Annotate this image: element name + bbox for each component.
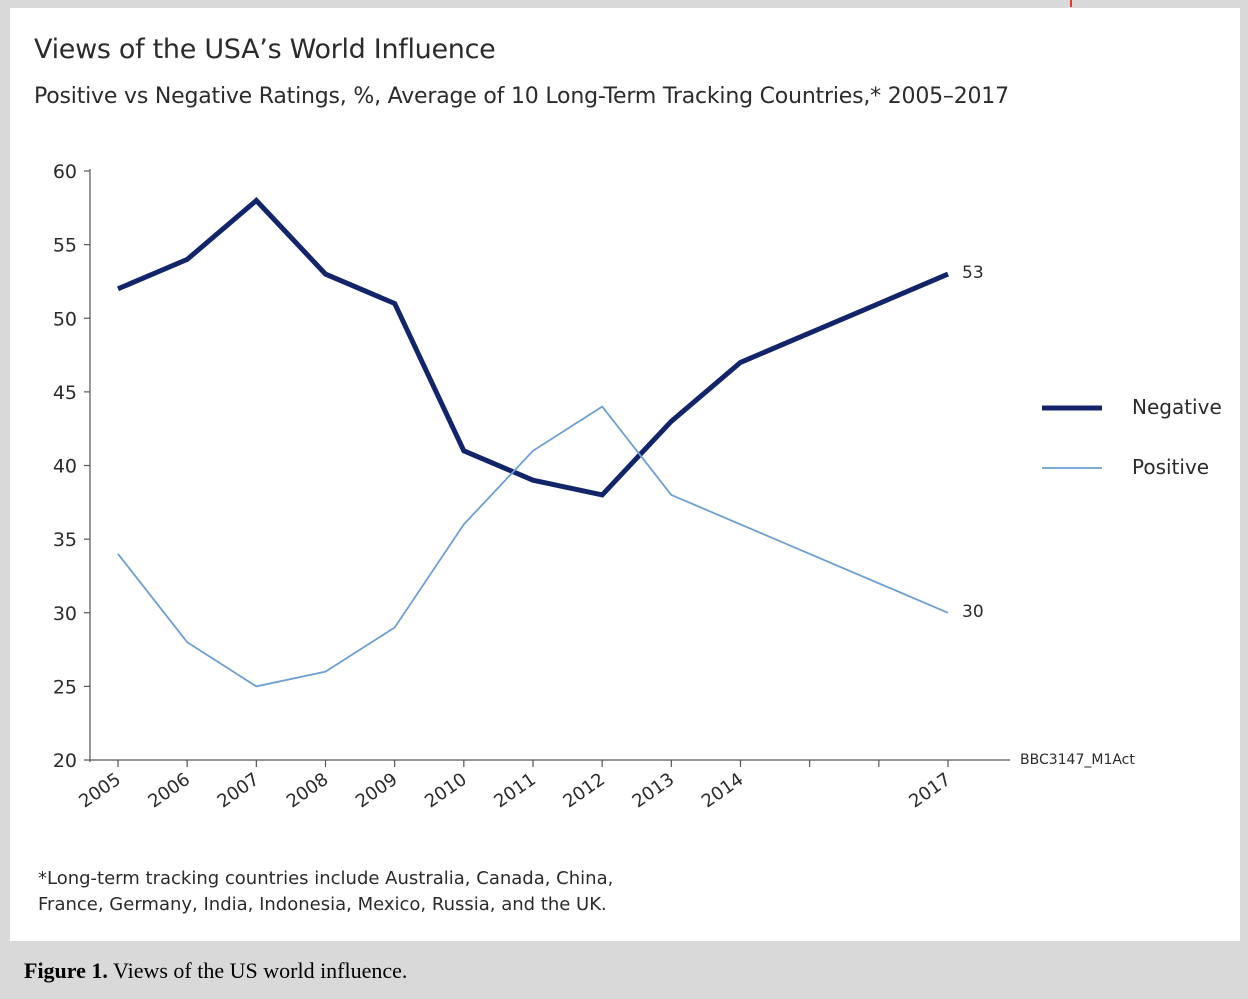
footnote-line-2: France, Germany, India, Indonesia, Mexic… bbox=[38, 894, 607, 915]
footnote: *Long-term tracking countries include Au… bbox=[38, 866, 798, 918]
y-tick-label: 60 bbox=[53, 161, 77, 183]
y-tick-label: 55 bbox=[53, 235, 77, 257]
legend: Negative Positive bbox=[1042, 395, 1222, 479]
x-tick-label: 2007 bbox=[214, 769, 264, 812]
x-tick-label: 2014 bbox=[698, 769, 748, 812]
source-code: BBC3147_M1Act bbox=[1020, 752, 1135, 768]
edge-marker bbox=[1070, 0, 1072, 7]
x-tick-label: 2010 bbox=[421, 769, 471, 812]
chart-subtitle: Positive vs Negative Ratings, %, Average… bbox=[34, 84, 1009, 109]
legend-negative-label: Negative bbox=[1132, 395, 1222, 419]
series-positive-line bbox=[117, 405, 949, 688]
y-tick-label: 45 bbox=[53, 382, 77, 404]
series-negative-end-label: 53 bbox=[962, 263, 984, 283]
series-positive-end-label: 30 bbox=[962, 602, 984, 622]
footnote-line-1: *Long-term tracking countries include Au… bbox=[38, 868, 614, 889]
series-lines: 53 30 bbox=[117, 197, 984, 688]
y-tick-label: 50 bbox=[53, 308, 77, 330]
x-tick-label: 2008 bbox=[283, 769, 333, 812]
y-axis: 20 25 30 35 40 45 50 55 60 bbox=[53, 161, 91, 772]
chart-title: Views of the USA’s World Influence bbox=[34, 34, 496, 65]
y-tick-label: 25 bbox=[53, 676, 77, 698]
x-tick-label: 2017 bbox=[905, 769, 955, 812]
figure-caption-label: Figure 1. bbox=[24, 958, 108, 983]
x-tick-label: 2005 bbox=[75, 769, 125, 812]
y-tick-label: 40 bbox=[53, 456, 77, 478]
figure-caption-text: Views of the US world influence. bbox=[107, 958, 408, 983]
legend-positive-label: Positive bbox=[1132, 455, 1209, 479]
figure-panel: Views of the USA’s World Influence Posit… bbox=[10, 8, 1240, 941]
x-tick-label: 2012 bbox=[559, 769, 609, 812]
series-negative-line bbox=[117, 197, 949, 498]
x-tick-label: 2013 bbox=[629, 769, 679, 812]
x-tick-label: 2011 bbox=[490, 769, 540, 812]
y-tick-label: 20 bbox=[53, 750, 77, 772]
x-tick-label: 2006 bbox=[144, 769, 194, 812]
y-tick-label: 30 bbox=[53, 603, 77, 625]
y-tick-label: 35 bbox=[53, 529, 77, 551]
x-tick-label: 2009 bbox=[352, 769, 402, 812]
x-axis: 2005 2006 2007 2008 2009 2010 2011 2012 2013 2014… bbox=[75, 759, 1010, 812]
figure-caption: Figure 1. Views of the US world influenc… bbox=[24, 958, 407, 984]
